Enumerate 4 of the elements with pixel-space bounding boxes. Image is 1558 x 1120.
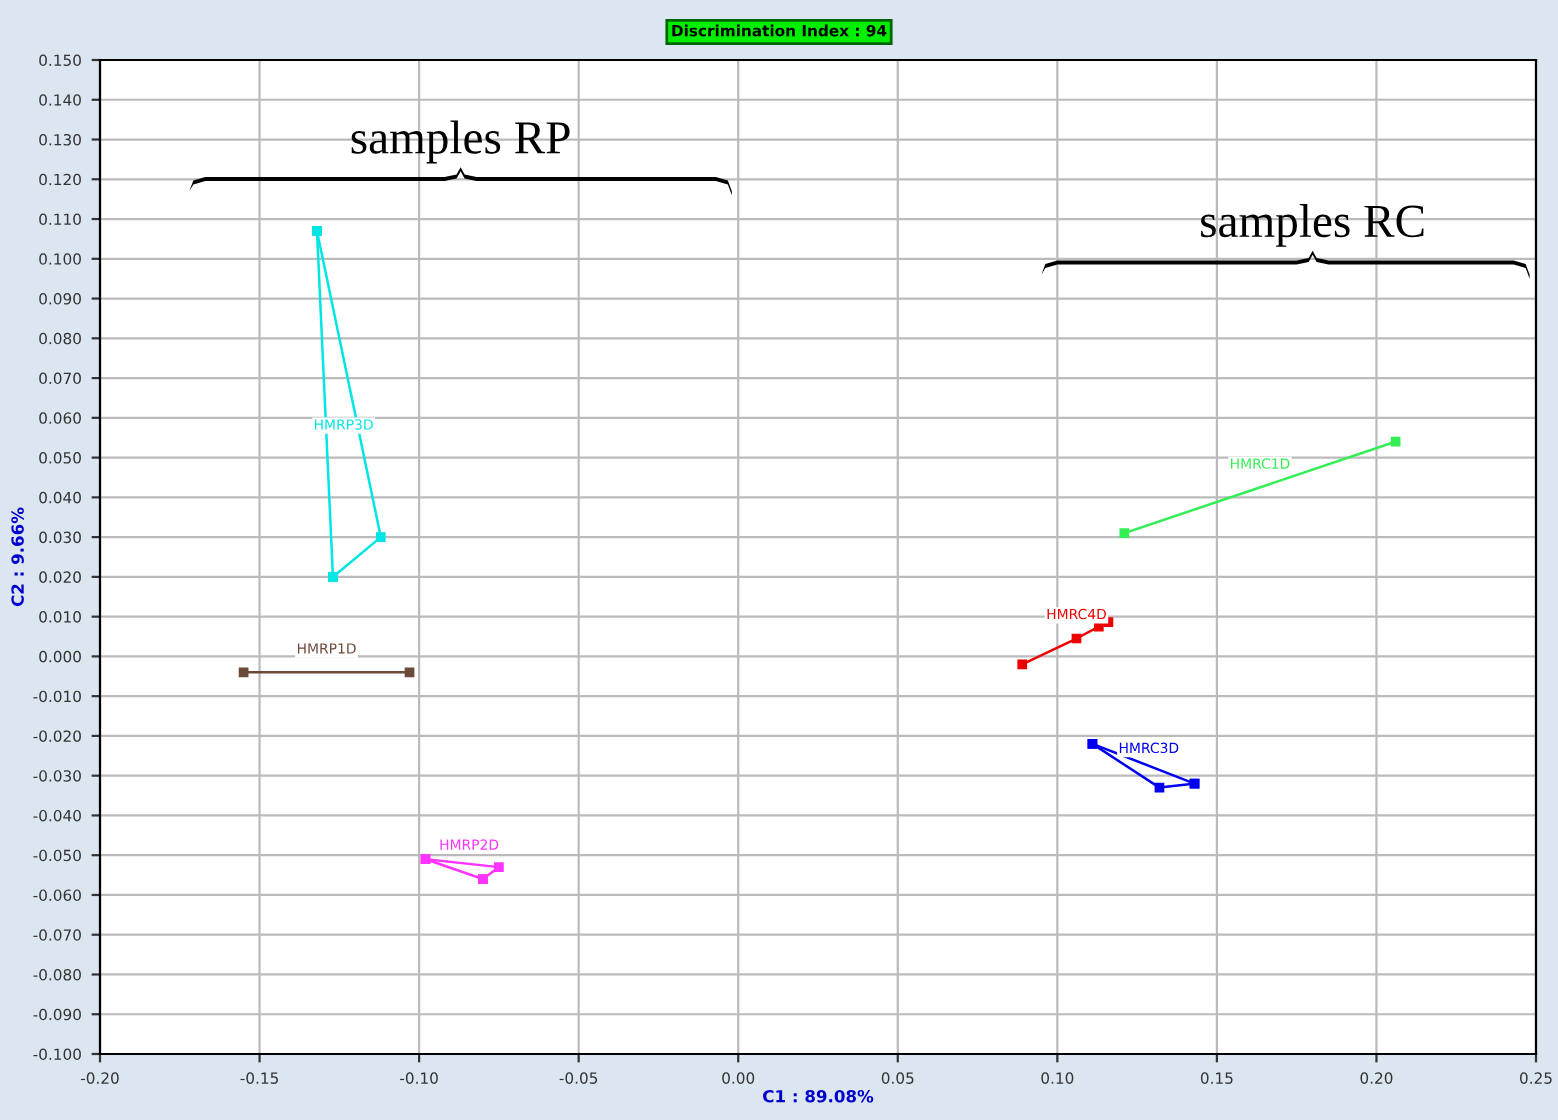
annotation: samples RP bbox=[351, 120, 570, 164]
annotation: samples RC bbox=[1201, 204, 1424, 247]
y-axis-title: C2 : 9.66% bbox=[11, 507, 24, 607]
x-axis-title: C1 : 89.08% bbox=[763, 1089, 874, 1103]
